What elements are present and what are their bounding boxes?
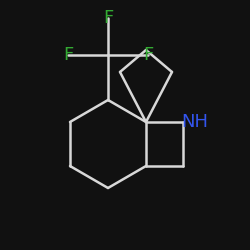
Text: F: F bbox=[63, 46, 73, 64]
Text: F: F bbox=[143, 46, 153, 64]
Text: F: F bbox=[103, 9, 113, 27]
Text: NH: NH bbox=[182, 113, 208, 131]
